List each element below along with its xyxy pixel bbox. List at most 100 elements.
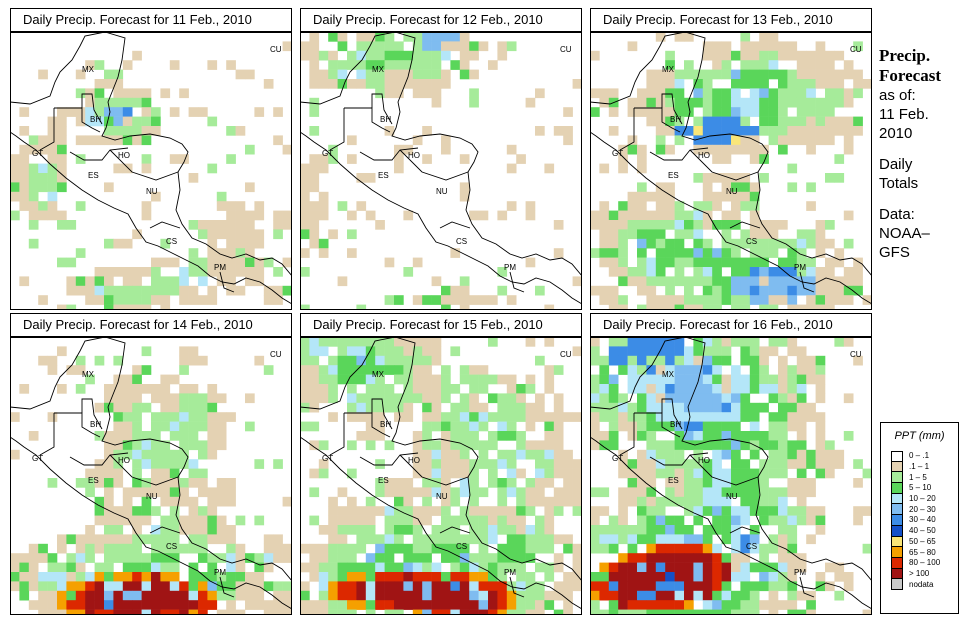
precip-cell [207, 285, 218, 296]
precip-cell [665, 515, 675, 526]
precip-cell [28, 191, 39, 202]
precip-cell [459, 69, 470, 80]
precip-cell [637, 267, 647, 277]
precip-cell [94, 267, 105, 277]
precip-cell [825, 107, 835, 117]
precip-cell [778, 79, 788, 89]
precip-cell [132, 609, 142, 615]
precip-cell [590, 581, 600, 592]
precip-cell [422, 553, 432, 563]
precip-cell [787, 459, 798, 469]
precip-cell [254, 581, 265, 592]
precip-cell [506, 384, 517, 394]
precip-cell [693, 173, 704, 183]
precip-cell [693, 144, 704, 155]
border-line [439, 526, 471, 534]
precip-cell [273, 600, 283, 610]
precip-cell [141, 116, 152, 127]
precip-cell [544, 440, 555, 451]
precip-cell [749, 220, 760, 230]
precip-cell [169, 487, 180, 498]
precip-cell [646, 337, 657, 347]
precip-cell [356, 393, 367, 404]
precip-cell [740, 487, 751, 498]
precip-cell [796, 285, 807, 296]
precip-cell [674, 412, 685, 422]
precip-cell [740, 41, 751, 52]
precip-cell [132, 449, 142, 460]
precip-cell [179, 365, 189, 375]
precip-cell [599, 88, 610, 99]
precip-cell [263, 285, 274, 296]
precip-cell [721, 431, 732, 441]
country-label: NU [146, 492, 158, 501]
precip-cell [226, 572, 236, 582]
precip-cell [403, 543, 414, 554]
precip-cell [478, 295, 489, 305]
precip-cell [721, 581, 732, 592]
precip-cell [309, 229, 320, 240]
border-line [590, 131, 872, 305]
precip-cell [684, 431, 694, 441]
precip-cell [122, 60, 133, 70]
precip-cell [731, 459, 741, 469]
precip-cell [337, 79, 348, 89]
country-label: PM [504, 568, 516, 577]
precip-cell [674, 525, 685, 535]
precip-cell [450, 553, 461, 563]
precip-cell [815, 525, 826, 535]
precip-cell [188, 285, 199, 296]
precip-cell [721, 449, 732, 460]
precip-cell [245, 238, 255, 249]
precip-cell [113, 295, 124, 305]
precip-cell [19, 572, 30, 582]
precip-cell [702, 468, 713, 479]
precip-cell [282, 590, 292, 601]
precip-cell [572, 487, 582, 498]
precip-cell [160, 496, 171, 507]
precip-cell [403, 267, 414, 277]
precip-cell [618, 210, 628, 221]
precip-cell [113, 393, 124, 404]
precip-cell [721, 355, 732, 366]
precip-cell [216, 553, 227, 563]
map-frame [590, 32, 872, 310]
country-label: CS [746, 542, 757, 551]
precip-cell [702, 506, 713, 516]
precip-cell [599, 581, 610, 592]
precip-cell [207, 572, 218, 582]
precip-cell [599, 609, 610, 615]
precip-cell [328, 590, 338, 601]
precip-cell [57, 220, 67, 230]
precip-cell [796, 60, 807, 70]
precip-cell [347, 60, 357, 70]
precip-cell [254, 229, 265, 240]
legend-item: 65 – 80 [891, 547, 940, 558]
precip-cell [160, 421, 171, 432]
precip-cell [132, 50, 142, 61]
precip-cell [665, 257, 675, 268]
precip-cell [749, 449, 760, 460]
precip-cell [721, 412, 732, 422]
precip-cell [226, 229, 236, 240]
precip-cell [749, 421, 760, 432]
precip-cell [132, 285, 142, 296]
precip-cell [815, 572, 826, 582]
precip-cell [759, 572, 769, 582]
precip-cell [618, 337, 628, 347]
precip-cell [637, 182, 647, 193]
precip-cell [749, 257, 760, 268]
precip-cell [590, 421, 600, 432]
precip-cell [188, 562, 199, 573]
precip-cell [637, 506, 647, 516]
precip-cell [627, 337, 638, 347]
precip-cell [525, 506, 536, 516]
country-label: HO [408, 456, 420, 465]
precip-cell [422, 50, 432, 61]
precip-cell [254, 553, 265, 563]
precip-cell [151, 421, 161, 432]
precip-cell [309, 60, 320, 70]
map-frame [10, 32, 292, 310]
precip-cell [655, 553, 666, 563]
